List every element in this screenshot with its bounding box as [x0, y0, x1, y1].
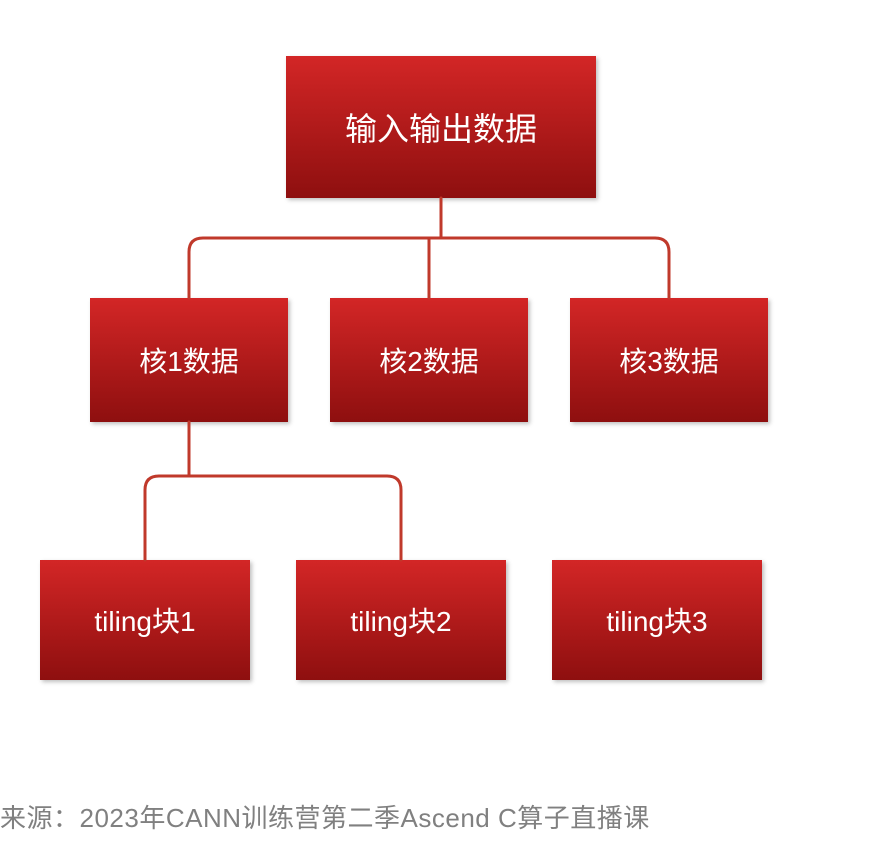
tree-node-core2: 核2数据 [330, 298, 528, 422]
tree-node-core3: 核3数据 [570, 298, 768, 422]
tree-node-t1: tiling块1 [40, 560, 250, 680]
caption-prefix: 来源： [0, 803, 80, 833]
caption-text: 2023年CANN训练营第二季Ascend C算子直播课 [80, 803, 650, 833]
tree-node-core1: 核1数据 [90, 298, 288, 422]
tree-diagram: 输入输出数据核1数据核2数据核3数据 tiling块1 tiling块2 tiling… [0, 0, 880, 760]
tree-node-root: 输入输出数据 [286, 56, 596, 198]
tree-node-t2: tiling块2 [296, 560, 506, 680]
tree-node-t3: tiling块3 [552, 560, 762, 680]
source-caption: 来源：2023年CANN训练营第二季Ascend C算子直播课 [0, 798, 650, 835]
